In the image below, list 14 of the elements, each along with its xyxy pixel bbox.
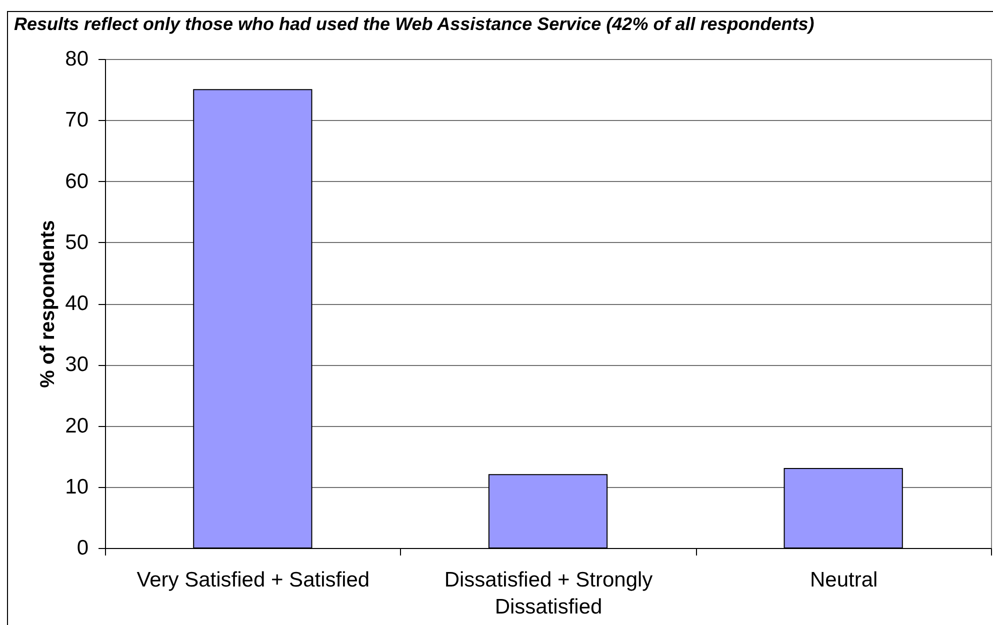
y-tick-label: 50 xyxy=(65,230,88,254)
y-axis-title: % of respondents xyxy=(37,220,60,388)
y-tick-label: 60 xyxy=(65,170,88,193)
y-tick-label: 10 xyxy=(65,475,88,498)
y-tick-label: 0 xyxy=(76,536,88,560)
x-tick-label: Neutral xyxy=(810,568,878,592)
x-tick-label: Very Satisfied + Satisfied xyxy=(136,568,370,592)
x-tick-label: Dissatisfied + Strongly Dissatisfied xyxy=(444,568,654,618)
y-tick-label: 40 xyxy=(65,292,88,315)
y-tick-label: 70 xyxy=(65,108,88,132)
y-tick-label: 30 xyxy=(65,353,88,376)
y-tick-label: 80 xyxy=(65,48,88,70)
y-tick-label: 20 xyxy=(65,414,88,438)
chart-title: Results reflect only those who had used the Web Assistance Service (42% of all respondents) xyxy=(14,14,814,34)
